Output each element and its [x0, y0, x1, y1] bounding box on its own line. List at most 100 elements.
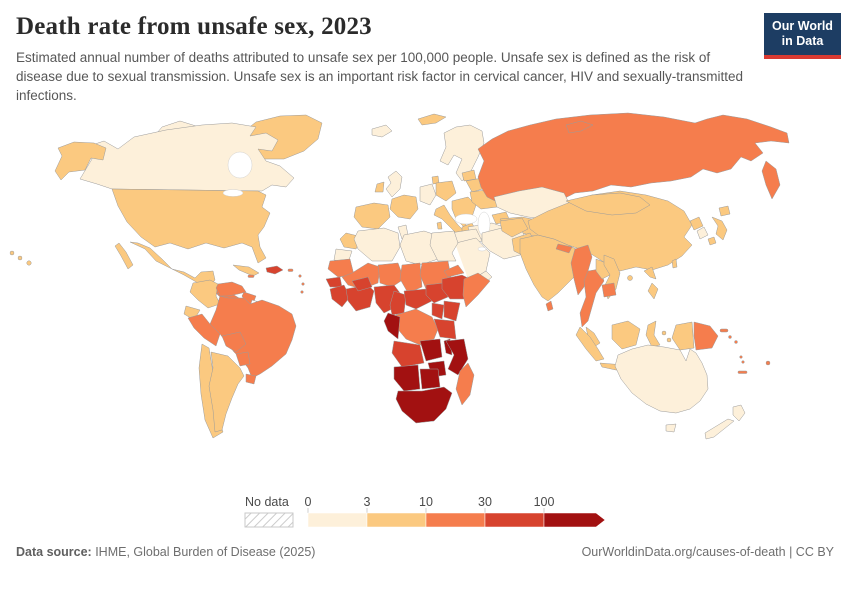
region-somalia[interactable] [462, 273, 491, 308]
region-australia[interactable] [614, 345, 709, 414]
region-sumatra[interactable] [575, 327, 605, 362]
region-angola[interactable] [391, 341, 425, 368]
world-choropleth-map[interactable] [0, 107, 850, 491]
region-taiwan[interactable] [671, 259, 678, 269]
region-cuba[interactable] [232, 265, 260, 277]
region-cameroon[interactable] [389, 291, 407, 316]
region-baja-california[interactable] [114, 243, 134, 270]
region-sardinia[interactable] [436, 222, 443, 230]
region-papua-new-guinea[interactable] [693, 322, 719, 351]
region-lesser-antilles[interactable] [298, 274, 305, 295]
region-vanuatu[interactable] [739, 355, 745, 365]
credit-link[interactable]: OurWorldinData.org/causes-of-death | CC … [581, 545, 834, 560]
region-mexico[interactable] [129, 242, 216, 288]
region-myanmar[interactable] [570, 245, 593, 296]
region-poland[interactable] [435, 181, 457, 202]
region-alaska[interactable] [54, 142, 107, 181]
region-gabon-congo[interactable] [383, 313, 401, 340]
owid-logo-line1: Our World [772, 19, 833, 33]
chart-header: Death rate from unsafe sex, 2023 Estimat… [0, 0, 850, 105]
region-senegal[interactable] [325, 277, 343, 288]
region-kamchatka[interactable] [761, 161, 781, 200]
region-mozambique[interactable] [445, 339, 469, 376]
region-mongolia[interactable] [565, 193, 651, 216]
region-iberia[interactable] [353, 203, 391, 230]
region-japan[interactable] [707, 206, 731, 246]
region-svalbard[interactable] [417, 114, 447, 126]
region-jamaica[interactable] [247, 275, 255, 279]
region-germany[interactable] [419, 184, 437, 206]
legend-tick-100: 100 [534, 495, 555, 509]
region-scandinavia[interactable] [439, 125, 485, 182]
legend-tick-0: 0 [305, 495, 312, 509]
region-egypt[interactable] [429, 231, 459, 262]
region-philippines[interactable] [643, 267, 659, 300]
chart-subtitle: Estimated annual number of deaths attrib… [16, 50, 744, 104]
region-novaya-zemlya[interactable] [565, 121, 594, 134]
region-south-korea[interactable] [696, 227, 709, 240]
region-hainan[interactable] [627, 275, 633, 282]
no-data-label: No data [245, 495, 289, 509]
region-new-caledonia[interactable] [737, 371, 748, 375]
region-drc[interactable] [395, 309, 439, 346]
region-hawaii[interactable] [9, 251, 32, 266]
data-source-text: IHME, Global Burden of Disease (2025) [91, 545, 316, 560]
map-legend: No data 0 3 10 30 100 [243, 495, 850, 535]
region-uruguay[interactable] [245, 374, 257, 385]
region-peru[interactable] [187, 314, 221, 347]
region-cambodia[interactable] [601, 283, 617, 298]
region-botswana[interactable] [419, 369, 441, 390]
region-papua-indonesia[interactable] [671, 322, 695, 351]
region-zambia[interactable] [419, 339, 443, 362]
region-burkina-faso[interactable] [351, 277, 373, 292]
region-namibia[interactable] [393, 365, 421, 392]
region-solomon-islands[interactable] [728, 335, 738, 345]
region-south-africa[interactable] [395, 387, 453, 424]
region-fiji[interactable] [765, 361, 771, 366]
region-paraguay[interactable] [235, 352, 251, 367]
region-algeria[interactable] [353, 228, 401, 262]
region-tanzania[interactable] [433, 319, 457, 340]
region-usa[interactable] [111, 189, 271, 264]
region-madagascar[interactable] [455, 363, 475, 406]
legend-bin-3-10[interactable] [366, 513, 427, 528]
region-colombia[interactable] [189, 280, 221, 309]
region-sri-lanka[interactable] [545, 301, 554, 312]
region-puerto-rico[interactable] [287, 269, 294, 273]
legend-bin-30-100[interactable] [484, 513, 545, 528]
region-sulawesi[interactable] [645, 321, 661, 348]
region-bolivia[interactable] [221, 332, 247, 353]
region-france[interactable] [389, 195, 419, 220]
region-venezuela[interactable] [215, 282, 247, 297]
chart-footer: Data source: IHME, Global Burden of Dise… [0, 545, 850, 559]
region-libya[interactable] [399, 231, 439, 266]
region-moluccas[interactable] [661, 331, 672, 343]
no-data-swatch[interactable] [244, 512, 294, 528]
region-hispaniola[interactable] [265, 266, 284, 275]
region-guinea-sierra-leone[interactable] [329, 285, 351, 308]
region-nepal[interactable] [555, 244, 573, 254]
region-afghanistan[interactable] [499, 218, 529, 238]
legend-bin-100-plus-arrow[interactable] [543, 513, 606, 528]
owid-logo[interactable]: Our World in Data [764, 13, 841, 59]
region-central-african-republic[interactable] [403, 289, 433, 310]
region-chad[interactable] [399, 263, 423, 294]
region-russia[interactable] [477, 113, 790, 202]
legend-tick-3: 3 [364, 495, 371, 509]
legend-bin-10-30[interactable] [425, 513, 486, 528]
region-new-britain[interactable] [719, 329, 729, 333]
region-tasmania[interactable] [665, 424, 677, 433]
region-niger[interactable] [377, 263, 405, 288]
region-new-zealand[interactable] [704, 405, 746, 440]
region-eritrea-djibouti[interactable] [443, 265, 465, 278]
region-uganda-rwanda[interactable] [431, 303, 445, 320]
region-argentina[interactable] [208, 352, 245, 433]
region-north-korea[interactable] [689, 217, 704, 231]
region-uk[interactable] [385, 171, 403, 198]
region-kenya[interactable] [443, 301, 461, 322]
region-iceland[interactable] [371, 125, 393, 138]
region-ireland[interactable] [374, 182, 385, 193]
legend-bin-0-3[interactable] [307, 513, 368, 528]
hudson-bay-water [227, 152, 253, 179]
region-borneo[interactable] [611, 321, 641, 350]
